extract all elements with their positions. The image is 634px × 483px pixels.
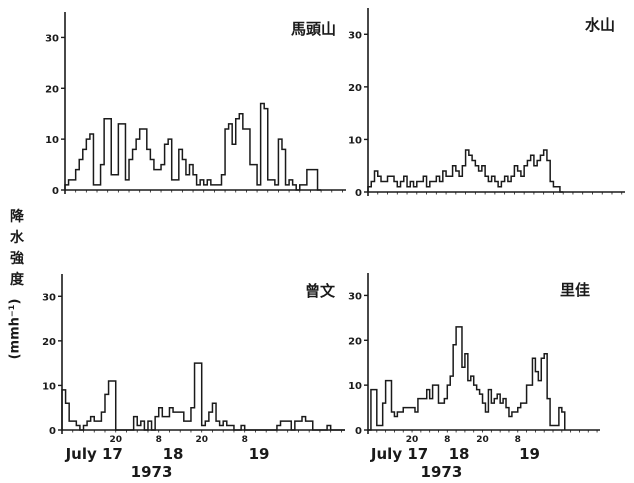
rainfall-step-line bbox=[367, 149, 564, 193]
y-tick-label: 10 bbox=[348, 381, 362, 392]
y-tick-label: 30 bbox=[348, 30, 362, 41]
station-label: 里佳 bbox=[560, 281, 590, 299]
y-tick-label: 0 bbox=[52, 186, 59, 197]
y-tick-label: 0 bbox=[355, 188, 362, 199]
x-tick-label: 8 bbox=[444, 435, 450, 445]
date-label: 19 bbox=[519, 445, 540, 463]
rainfall-panel-3: 0 10 20 30 曾文 bbox=[42, 274, 345, 437]
y-tick-label: 30 bbox=[45, 33, 59, 44]
y-tick-label: 30 bbox=[42, 292, 56, 303]
year-label: 1973 bbox=[131, 463, 173, 481]
y-tick-label: 30 bbox=[348, 291, 362, 302]
rainfall-panel-3-time-axis: 20 8 20 8 July 17 18 19 1973 bbox=[65, 435, 270, 481]
rainfall-step-line bbox=[368, 326, 566, 431]
x-tick-label: 8 bbox=[242, 435, 248, 445]
rainfall-step-line bbox=[61, 362, 345, 431]
rainfall-panel-4: 0 10 20 30 里佳 20 8 20 8 July 17 18 19 1973 bbox=[348, 273, 600, 481]
date-label: 19 bbox=[249, 445, 270, 463]
y-tick-label: 10 bbox=[42, 381, 56, 392]
y-tick-label: 0 bbox=[49, 426, 56, 437]
y-axis-title-char: 水 bbox=[10, 230, 24, 246]
station-label: 馬頭山 bbox=[291, 20, 336, 38]
y-tick-label: 20 bbox=[348, 83, 362, 94]
rainfall-panel-2: 0 10 20 30 水山 bbox=[348, 8, 625, 199]
date-label: 18 bbox=[163, 445, 184, 463]
station-label: 水山 bbox=[585, 16, 615, 34]
year-label: 1973 bbox=[421, 463, 463, 481]
station-label: 曾文 bbox=[305, 282, 336, 300]
x-tick-label: 20 bbox=[109, 435, 122, 445]
x-tick-label: 20 bbox=[195, 435, 208, 445]
x-tick-label: 20 bbox=[406, 435, 419, 445]
rainfall-panel-1: 0 10 20 30 馬頭山 bbox=[45, 12, 346, 197]
y-tick-label: 10 bbox=[348, 135, 362, 146]
y-axis-title-char: 降 bbox=[10, 209, 24, 225]
x-tick-label: 8 bbox=[515, 435, 521, 445]
rainfall-step-line bbox=[64, 102, 322, 191]
y-tick-label: 20 bbox=[45, 84, 59, 95]
y-tick-label: 20 bbox=[42, 337, 56, 348]
date-label: July 17 bbox=[65, 445, 123, 463]
x-tick-label: 8 bbox=[156, 435, 162, 445]
y-tick-label: 20 bbox=[348, 336, 362, 347]
date-label: 18 bbox=[449, 445, 470, 463]
y-axis-title-char: 度 bbox=[10, 272, 24, 288]
y-axis-title-char: 強 bbox=[10, 251, 24, 267]
y-tick-label: 0 bbox=[355, 426, 362, 437]
y-tick-label: 10 bbox=[45, 135, 59, 146]
date-label: July 17 bbox=[370, 445, 428, 463]
x-tick-label: 20 bbox=[476, 435, 489, 445]
